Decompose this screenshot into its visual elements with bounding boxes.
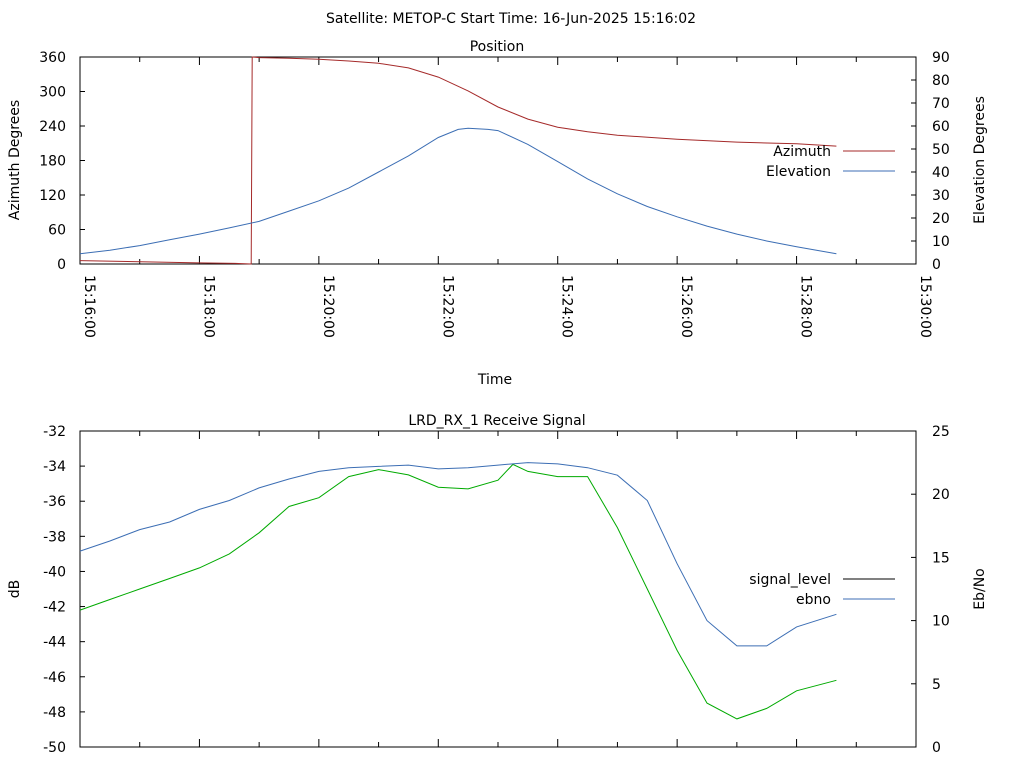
position-legend: Azimuth Elevation bbox=[766, 144, 895, 180]
x-tick-label: 15:28:00 bbox=[798, 275, 814, 338]
position-y2label: Elevation Degrees bbox=[972, 96, 988, 224]
y2-tick-label: 50 bbox=[932, 142, 950, 158]
y2-tick-label: 90 bbox=[932, 50, 950, 66]
signal-right-ticks: 0 5 10 15 20 25 bbox=[911, 424, 950, 756]
x-tick-label: 15:26:00 bbox=[678, 275, 694, 338]
y2-tick-label: 0 bbox=[932, 257, 941, 273]
y2-tick-label: 70 bbox=[932, 96, 950, 112]
y2-tick-label: 80 bbox=[932, 73, 950, 89]
position-x-ticks: 15:16:00 15:18:00 15:20:00 15:22:00 15:24:00… bbox=[79, 57, 933, 338]
signal-x-ticks bbox=[79, 431, 917, 747]
x-tick-label: 15:30:00 bbox=[917, 275, 933, 338]
x-tick-label: 15:22:00 bbox=[439, 275, 455, 338]
y-tick-label: 120 bbox=[39, 188, 66, 204]
signal-left-ticks: -50 -48 -46 -44 -42 -40 -38 -36 -34 -32 bbox=[43, 424, 85, 756]
y2-tick-label: 10 bbox=[932, 614, 950, 630]
series-line-signal-level bbox=[79, 463, 837, 720]
y-tick-label: -36 bbox=[43, 494, 66, 510]
series-line-elevation bbox=[79, 127, 837, 255]
y-tick-label: -42 bbox=[43, 600, 66, 616]
y2-tick-label: 60 bbox=[932, 119, 950, 135]
y-tick-label: -46 bbox=[43, 670, 66, 686]
x-tick-label: 15:24:00 bbox=[559, 275, 575, 338]
signal-y2label: Eb/No bbox=[972, 568, 988, 610]
y2-tick-label: 20 bbox=[932, 211, 950, 227]
y-tick-label: -40 bbox=[43, 564, 66, 580]
y-tick-label: 240 bbox=[39, 119, 66, 135]
signal-chart: LRD_RX_1 Receive Signal -50-48-46-44-42-… bbox=[7, 413, 988, 756]
y-tick-label: -44 bbox=[43, 635, 66, 651]
series-line-azimuth bbox=[79, 56, 837, 265]
position-xlabel: Time bbox=[477, 372, 512, 388]
legend-label: Elevation bbox=[766, 164, 831, 180]
y2-tick-label: 0 bbox=[932, 740, 941, 756]
y-tick-label: -34 bbox=[43, 459, 66, 475]
legend-label: signal_level bbox=[749, 572, 831, 588]
y2-tick-label: 10 bbox=[932, 234, 950, 250]
y2-tick-label: 40 bbox=[932, 165, 950, 181]
y2-tick-label: 25 bbox=[932, 424, 950, 440]
position-chart: Position 0 60 120 180 240 300 360 0 10 20 30 40 50 6… bbox=[7, 39, 988, 388]
y2-tick-label: 30 bbox=[932, 188, 950, 204]
signal-title: LRD_RX_1 Receive Signal bbox=[408, 413, 585, 429]
y-tick-label: -32 bbox=[43, 424, 66, 440]
x-tick-label: 15:20:00 bbox=[320, 275, 336, 338]
position-right-ticks: 0 10 20 30 40 50 60 70 80 90 bbox=[911, 50, 950, 273]
series-line-ebno bbox=[79, 462, 837, 647]
chart-header: Satellite: METOP-C Start Time: 16-Jun-20… bbox=[326, 11, 696, 27]
y-tick-label: -48 bbox=[43, 705, 66, 721]
position-ylabel: Azimuth Degrees bbox=[7, 100, 23, 220]
x-tick-label: 15:16:00 bbox=[81, 275, 97, 338]
legend-label: Azimuth bbox=[773, 144, 831, 160]
y-tick-label: 360 bbox=[39, 50, 66, 66]
y-tick-label: 60 bbox=[48, 223, 66, 239]
y2-tick-label: 15 bbox=[932, 550, 950, 566]
signal-ylabel: dB bbox=[7, 580, 23, 599]
signal-plot-frame bbox=[79, 430, 917, 748]
x-tick-label: 15:18:00 bbox=[200, 275, 216, 338]
y-tick-label: -50 bbox=[43, 740, 66, 756]
signal-series bbox=[79, 462, 837, 720]
y2-tick-label: 5 bbox=[932, 677, 941, 693]
y-tick-label: 300 bbox=[39, 85, 66, 101]
position-left-ticks: 0 60 120 180 240 300 360 bbox=[39, 50, 85, 273]
y-tick-label: 0 bbox=[57, 257, 66, 273]
position-title: Position bbox=[470, 39, 525, 55]
y-tick-label: 180 bbox=[39, 154, 66, 170]
y2-tick-label: 20 bbox=[932, 487, 950, 503]
position-series bbox=[79, 56, 837, 265]
y-tick-label: -38 bbox=[43, 529, 66, 545]
legend-label: ebno bbox=[796, 592, 831, 608]
